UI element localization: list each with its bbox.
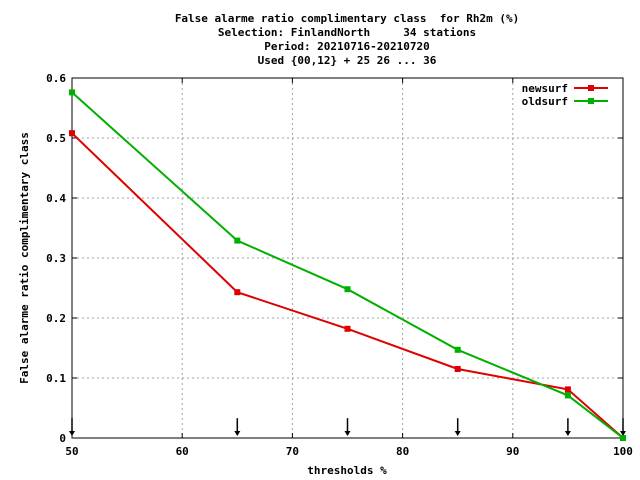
grid-lines [72,78,623,438]
data-point-newsurf [564,386,571,393]
threshold-arrow [620,418,626,436]
y-tick-label: 0 [59,432,66,445]
y-tick-label: 0.6 [46,72,66,85]
data-point-newsurf [344,325,351,332]
data-point-newsurf [234,289,241,296]
series-group [69,89,626,441]
data-point-newsurf [69,130,75,137]
legend-label-newsurf: newsurf [522,82,568,95]
legend-marker-newsurf [588,85,594,91]
threshold-markers [69,418,626,436]
threshold-arrow [69,418,75,436]
y-tick-label: 0.2 [46,312,66,325]
y-tick-label: 0.1 [46,372,66,385]
x-axis: 50 60 70 80 90 100 [65,78,633,458]
x-axis-label: thresholds % [307,464,387,477]
title-line-4: Used {00,12} + 25 26 ... 36 [258,54,437,67]
series-line-oldsurf [71,91,624,439]
title-line-1: False alarme ratio complimentary class f… [175,12,519,25]
y-axis-label: False alarme ratio complimentary class [18,132,31,384]
data-point-oldsurf [564,392,571,399]
x-tick-label: 100 [613,445,633,458]
x-tick-label: 70 [286,445,299,458]
x-tick-label: 50 [65,445,78,458]
series-line-newsurf [71,132,624,439]
threshold-arrow [564,418,571,436]
threshold-arrow [454,418,461,436]
data-point-oldsurf [69,89,75,96]
data-point-newsurf [454,366,461,372]
y-tick-label: 0.5 [46,132,66,145]
y-tick-label: 0.3 [46,252,66,265]
y-axis: 0 0.1 0.2 0.3 0.4 0.5 0.6 [46,72,623,445]
x-tick-label: 60 [176,445,189,458]
x-tick-label: 80 [396,445,409,458]
x-tick-label: 90 [506,445,519,458]
legend-label-oldsurf: oldsurf [522,95,568,108]
data-point-oldsurf [454,346,461,353]
data-point-oldsurf [234,237,241,244]
data-point-oldsurf [620,435,626,441]
chart-title: False alarme ratio complimentary class f… [175,12,519,67]
data-point-oldsurf [344,286,351,293]
legend-marker-oldsurf [588,98,594,104]
threshold-arrow [234,418,241,436]
y-tick-label: 0.4 [46,192,66,205]
threshold-arrow [344,418,351,436]
title-line-2: Selection: FinlandNorth 34 stations [218,26,476,39]
title-line-3: Period: 20210716-20210720 [264,40,430,53]
